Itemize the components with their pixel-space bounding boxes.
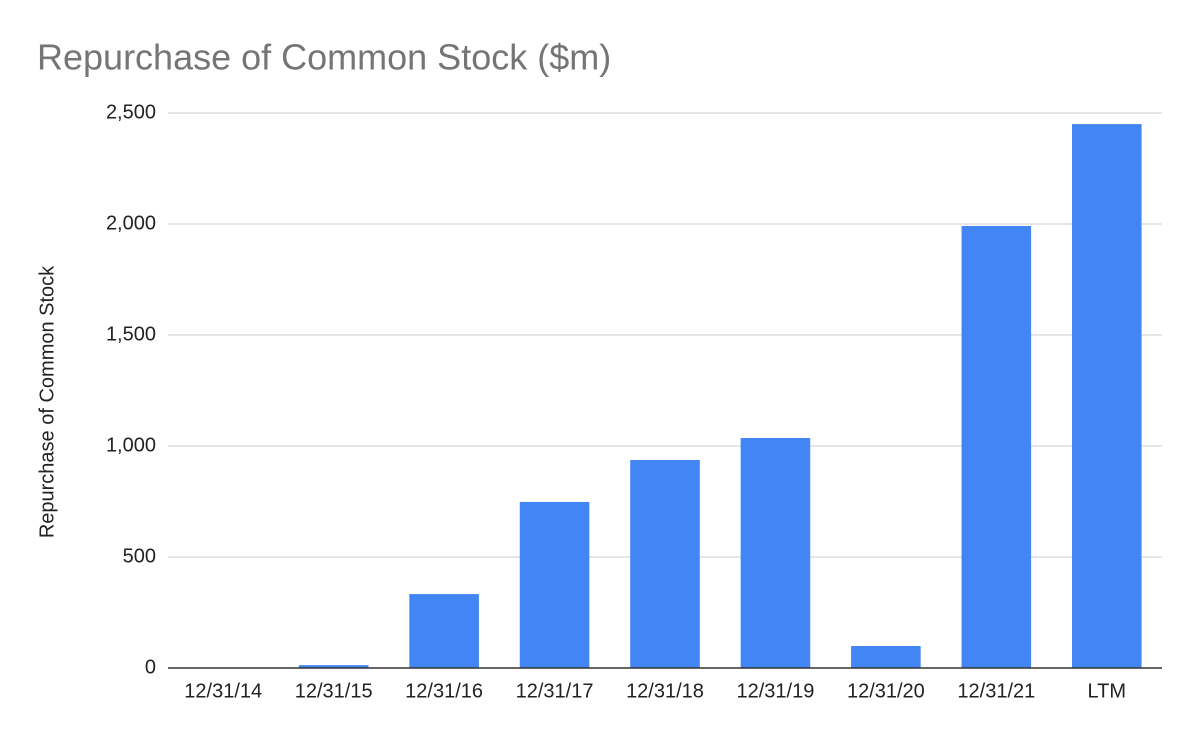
x-tick-label: 12/31/18 — [626, 680, 704, 702]
x-tick-label: 12/31/19 — [737, 680, 815, 702]
y-tick-label: 0 — [145, 656, 156, 678]
bar — [740, 438, 811, 668]
x-tick-label: 12/31/17 — [516, 680, 594, 702]
bar — [851, 646, 921, 668]
y-tick-label: 2,000 — [106, 212, 156, 234]
x-tick-label: LTM — [1088, 680, 1127, 702]
chart-title: Repurchase of Common Stock ($m) — [37, 37, 611, 78]
bar — [409, 594, 479, 668]
y-tick-label: 500 — [123, 545, 156, 567]
y-tick-label: 1,000 — [106, 434, 156, 456]
x-tick-label: 12/31/20 — [847, 680, 925, 702]
bar — [519, 501, 590, 668]
bar — [298, 665, 369, 668]
y-axis-label: Repurchase of Common Stock — [36, 265, 58, 538]
x-tick-label: 12/31/16 — [405, 680, 483, 702]
bar — [961, 225, 1032, 669]
x-tick-label: 12/31/14 — [184, 680, 262, 702]
x-tick-label: 12/31/15 — [295, 680, 373, 702]
y-tick-label: 1,500 — [106, 323, 156, 345]
y-tick-label: 2,500 — [106, 101, 156, 123]
bar — [630, 459, 700, 668]
x-tick-label: 12/31/21 — [957, 680, 1035, 702]
bar — [1071, 124, 1142, 669]
